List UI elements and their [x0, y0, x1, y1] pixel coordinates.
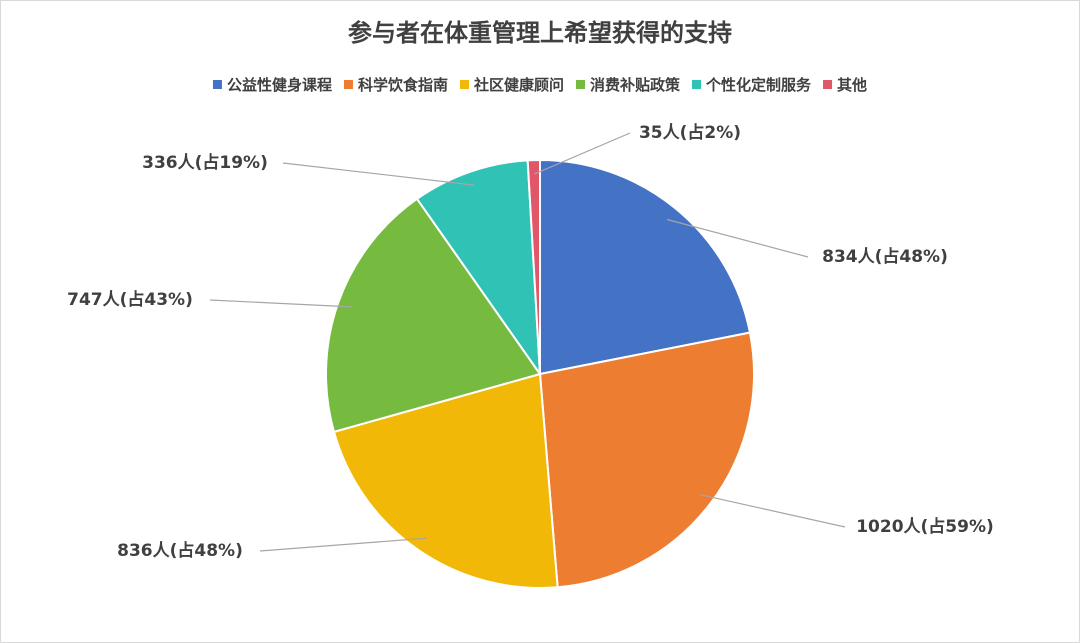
pie-slice — [332, 372, 559, 589]
legend-label: 社区健康顾问 — [473, 76, 564, 94]
legend-label: 消费补贴政策 — [590, 76, 681, 94]
pie-slice — [415, 159, 542, 378]
legend-label: 公益性健身课程 — [227, 76, 332, 94]
legend-swatch — [343, 80, 353, 89]
leader-line — [699, 493, 846, 528]
pie-slice — [325, 197, 542, 434]
legend-swatch — [692, 80, 702, 89]
pie-slice — [539, 158, 752, 376]
leader-line — [259, 537, 426, 552]
legend-swatch — [212, 80, 222, 89]
leader-line — [533, 132, 631, 175]
legend-label: 个性化定制服务 — [705, 76, 812, 94]
leader-line — [209, 299, 352, 308]
leader-line — [666, 218, 809, 258]
legend-swatch — [459, 80, 469, 89]
pie-slice — [538, 331, 755, 589]
data-label: 834人(占48%) — [822, 246, 948, 267]
leader-line — [282, 162, 475, 186]
data-label: 336人(占19%) — [142, 152, 268, 173]
chart-title: 参与者在体重管理上希望获得的支持 — [348, 19, 732, 47]
data-label: 1020人(占59%) — [856, 516, 994, 537]
pie-slice — [526, 158, 541, 375]
legend-label: 科学饮食指南 — [358, 76, 448, 94]
data-label: 836人(占48%) — [117, 540, 243, 561]
legend-swatch — [823, 80, 833, 89]
data-label: 747人(占43%) — [67, 289, 193, 310]
legend: 公益性健身课程 科学饮食指南 社区健康顾问 消费补贴政策 个性化定制服务 其他 — [212, 76, 867, 94]
legend-label: 其他 — [837, 76, 867, 94]
legend-swatch — [576, 80, 585, 89]
data-label: 35人(占2%) — [639, 122, 741, 143]
